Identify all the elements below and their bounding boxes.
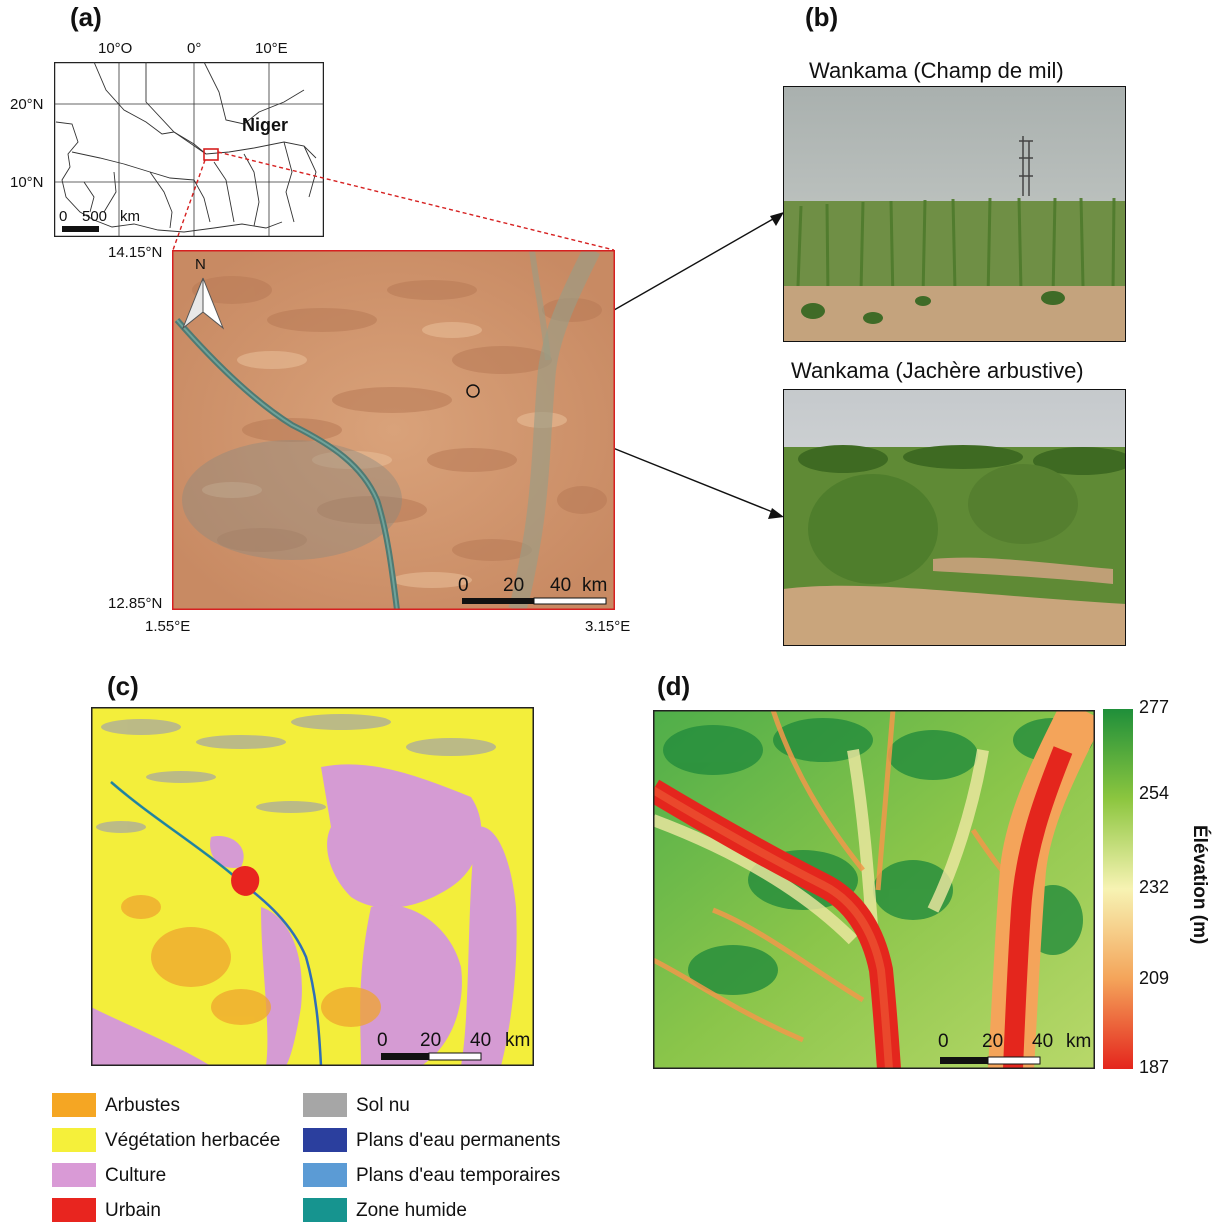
legend-swatch <box>52 1198 96 1222</box>
north-label: N <box>195 256 206 273</box>
inset-lon-tick-0: 0° <box>187 40 202 57</box>
sat-lon-left: 1.55°E <box>145 618 191 635</box>
elevation-map <box>653 710 1095 1069</box>
colorbar-title: Élévation (m) <box>1189 825 1210 945</box>
sat-lon-right: 3.15°E <box>585 618 631 635</box>
colorbar-tick-254: 254 <box>1139 783 1170 803</box>
legend-label: Arbustes <box>105 1095 180 1116</box>
elev-scale-0: 0 <box>938 1031 949 1052</box>
inset-scale-500: 500 <box>82 208 108 225</box>
legend-swatch <box>303 1198 347 1222</box>
satellite-map <box>172 250 615 610</box>
panel-letter-d: (d) <box>657 671 691 701</box>
inset-lat-tick-10n: 10°N <box>10 174 44 191</box>
elevation-colorbar <box>1103 709 1133 1069</box>
sat-scale-20: 20 <box>503 575 525 596</box>
panel-letter-c: (c) <box>107 671 139 701</box>
lc-scale-40: 40 <box>470 1030 492 1051</box>
elev-scale-20: 20 <box>982 1031 1004 1052</box>
sat-scale-40: 40 <box>550 575 572 596</box>
panel-letter-a: (a) <box>70 2 102 32</box>
legend-swatch <box>303 1163 347 1187</box>
legend-swatch <box>303 1093 347 1117</box>
legend-label: Zone humide <box>356 1200 467 1221</box>
lc-scale-unit: km <box>505 1030 531 1051</box>
legend-label: Plans d'eau permanents <box>356 1130 561 1151</box>
photo-title-fallow: Wankama (Jachère arbustive) <box>791 358 1084 383</box>
legend-label: Plans d'eau temporaires <box>356 1165 561 1186</box>
lc-scale-20: 20 <box>420 1030 442 1051</box>
legend-swatch <box>52 1093 96 1117</box>
inset-lon-tick-10e: 10°E <box>255 40 288 57</box>
sat-scale-0: 0 <box>458 575 469 596</box>
colorbar-tick-209: 209 <box>1139 968 1170 988</box>
inset-lat-tick-20n: 20°N <box>10 96 44 113</box>
legend-label: Culture <box>105 1165 167 1186</box>
colorbar-tick-277: 277 <box>1139 697 1170 717</box>
colorbar-tick-232: 232 <box>1139 877 1170 897</box>
photo-millet-field <box>783 86 1126 342</box>
elev-scale-40: 40 <box>1032 1031 1054 1052</box>
legend-label: Végétation herbacée <box>105 1130 281 1151</box>
inset-country-label: Niger <box>242 115 289 135</box>
elev-scale-unit: km <box>1066 1031 1092 1052</box>
lc-scale-0: 0 <box>377 1030 388 1051</box>
legend-swatch <box>303 1128 347 1152</box>
colorbar-tick-187: 187 <box>1139 1057 1170 1077</box>
sat-scale-unit: km <box>582 575 608 596</box>
sat-lat-top: 14.15°N <box>108 244 163 261</box>
landcover-map <box>91 707 534 1066</box>
panel-letter-b: (b) <box>805 2 839 32</box>
inset-scale-0: 0 <box>59 208 68 225</box>
legend-label: Urbain <box>105 1200 161 1221</box>
legend-swatch <box>52 1128 96 1152</box>
legend-label: Sol nu <box>356 1095 410 1116</box>
photo-shrub-fallow <box>783 389 1126 646</box>
photo-title-millet: Wankama (Champ de mil) <box>809 58 1064 83</box>
inset-lon-tick-10w: 10°O <box>98 40 133 57</box>
sat-lat-bottom: 12.85°N <box>108 595 163 612</box>
inset-scale-unit: km <box>120 208 140 225</box>
north-arrow-icon <box>181 277 225 330</box>
legend-swatch <box>52 1163 96 1187</box>
